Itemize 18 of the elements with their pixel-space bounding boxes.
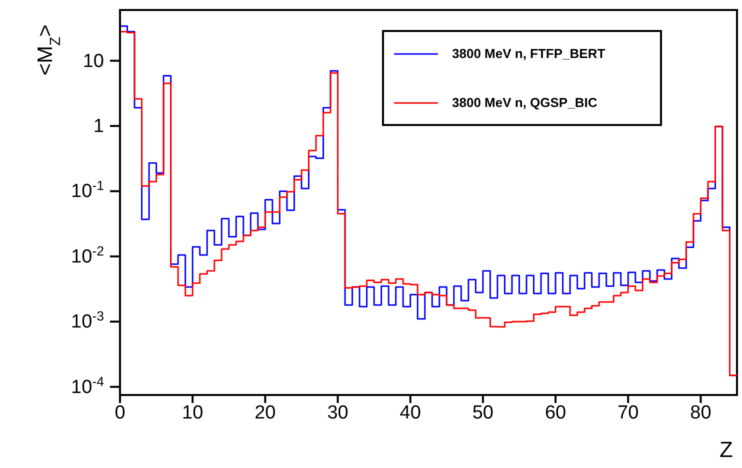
x-tick-label: 10	[182, 402, 204, 424]
legend-label: 3800 MeV n, QGSP_BIC	[452, 95, 598, 110]
y-tick-label: 10$^{-2}$	[71, 242, 104, 268]
y-tick-label: 10$^{-4}$	[71, 373, 104, 398]
x-tick-label: 70	[618, 402, 639, 424]
y-tick-label: 1	[93, 116, 104, 137]
x-axis-title: Z	[720, 437, 733, 462]
x-tick-label: 20	[254, 402, 276, 424]
x-tick-label: 0	[114, 402, 126, 424]
y-tick-label: 10$^{-1}$	[71, 178, 104, 202]
x-tick-label: 50	[472, 402, 494, 424]
x-tick-label: 60	[544, 402, 566, 424]
y-tick-label: 10$^{-3}$	[71, 308, 104, 333]
x-tick-label: 40	[400, 402, 421, 424]
y-tick-label: 10	[82, 50, 104, 72]
x-tick-label: 30	[327, 402, 348, 424]
legend-label: 3800 MeV n, FTFP_BERT	[452, 46, 606, 61]
x-tick-label: 80	[690, 402, 712, 424]
